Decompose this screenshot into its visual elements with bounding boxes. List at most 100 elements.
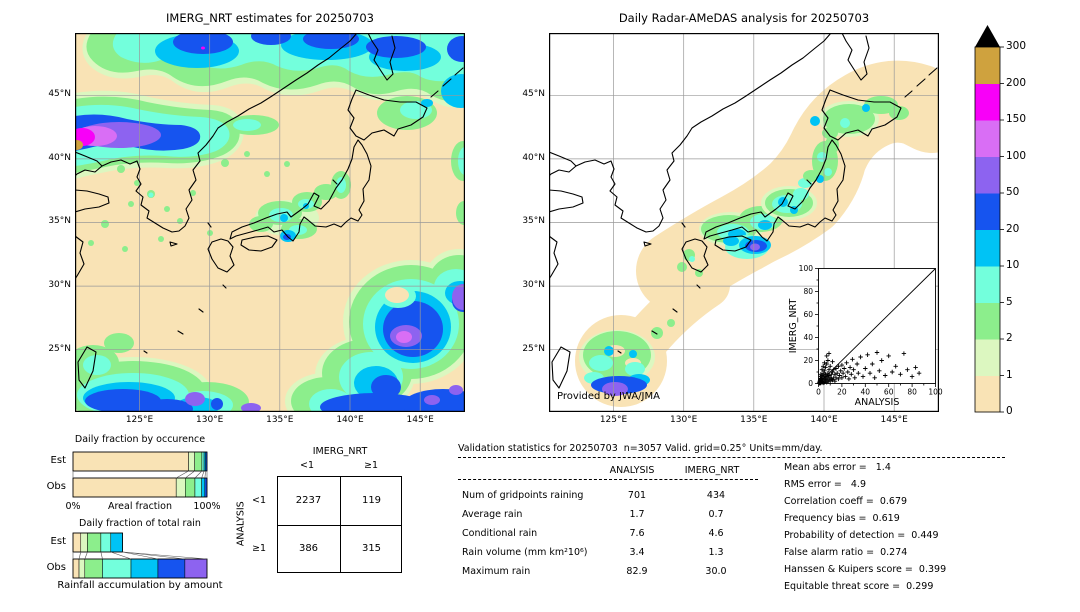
left-map-lat-tick: 25°N <box>48 344 71 354</box>
right-map-lon-tick: 135°E <box>740 415 768 425</box>
occurrence-axis-100: 100% <box>193 501 221 512</box>
left-map-lon-tick: 145°E <box>406 415 434 425</box>
inset-y-tick: 60 <box>803 310 813 319</box>
right-map-lon-tick: 140°E <box>810 415 838 425</box>
colorbar-tick-label: 50 <box>1006 186 1020 198</box>
right-map-lon-tick: 145°E <box>880 415 908 425</box>
colorbar-tick-label: 200 <box>1006 76 1027 89</box>
validation-row-analysis: 1.7 <box>629 509 645 520</box>
contingency-row-label-ge1: ≥1 <box>251 543 266 554</box>
right-map-lat-tick: 40°N <box>522 153 545 163</box>
validation-row-label: Average rain <box>462 509 523 520</box>
left-map-lat-tick: 35°N <box>48 216 71 226</box>
right-map-lon-tick: 125°E <box>599 415 628 425</box>
validation-row-label: Rain volume (mm km²10⁶) <box>462 547 588 558</box>
colorbar-tick-label: 20 <box>1006 222 1020 235</box>
validation-header-rule <box>458 479 758 480</box>
left-map-lon-tick: 130°E <box>196 415 224 425</box>
contingency-cell-10: 386 <box>298 543 319 554</box>
inset-xlabel: ANALYSIS <box>855 397 900 408</box>
contingency-hline <box>278 524 401 526</box>
left-map-lon-tick: 140°E <box>336 415 364 425</box>
right-map-lat-tick: 30°N <box>522 280 545 290</box>
scatter-points <box>816 350 922 386</box>
inset-x-tick: 0 <box>816 388 821 397</box>
colorbar-tick-label: 5 <box>1006 295 1013 308</box>
inset-y-tick: 80 <box>803 287 813 296</box>
score-pod: Probability of detection = 0.449 <box>784 530 939 541</box>
contingency-table <box>277 476 402 573</box>
inset-x-tick: 40 <box>861 388 871 397</box>
validation-row-analysis: 701 <box>627 490 647 501</box>
validation-row-label: Maximum rain <box>462 566 531 577</box>
colorbar <box>974 25 1004 413</box>
left-map-title: IMERG_NRT estimates for 20250703 <box>166 11 374 25</box>
inset-ylabel: IMERG_NRT <box>788 299 799 354</box>
right-map-lon-tick: 130°E <box>670 415 698 425</box>
totalrain-chart-title: Daily fraction of total rain <box>79 518 201 529</box>
inset-y-tick: 100 <box>799 264 814 273</box>
contingency-cell-11: 315 <box>361 543 382 554</box>
occurrence-bars <box>72 451 208 498</box>
inset-y-tick: 40 <box>803 333 813 342</box>
contingency-cell-00: 2237 <box>295 495 322 506</box>
colorbar-tick-label: 100 <box>1006 149 1027 162</box>
score-far: False alarm ratio = 0.274 <box>784 547 908 558</box>
left-map-lon-tick: 125°E <box>125 415 154 425</box>
validation-row-imerg: 1.3 <box>708 547 724 558</box>
inset-y-tick: 0 <box>808 379 813 388</box>
validation-row-analysis: 7.6 <box>629 528 645 539</box>
left-map-lat-tick: 45°N <box>48 89 71 99</box>
score-correlation: Correlation coeff = 0.679 <box>784 496 908 507</box>
score-frequency-bias: Frequency bias = 0.619 <box>784 513 900 524</box>
validation-row-imerg: 434 <box>706 490 726 501</box>
colorbar-tick-label: 300 <box>1006 40 1027 52</box>
right-map-title: Daily Radar-AMeDAS analysis for 20250703 <box>618 11 870 25</box>
map-border <box>75 33 465 412</box>
imerg-precip-field <box>75 33 465 412</box>
validation-row-imerg: 4.6 <box>708 528 724 539</box>
validation-row-analysis: 3.4 <box>629 547 645 558</box>
contingency-col-label-ge1: ≥1 <box>363 460 378 471</box>
validation-row-label: Conditional rain <box>462 528 538 539</box>
left-map-lon-tick: 135°E <box>266 415 294 425</box>
inset-scatter-plot: 00 20 20 40 40 60 60 80 80 100 100 ANALYSIS IMERG_NR… <box>788 264 943 408</box>
validation-row-imerg: 0.7 <box>708 509 724 520</box>
colorbar-tick-label: 1 <box>1006 368 1013 381</box>
map-border <box>549 33 939 412</box>
colorbar-over-arrow <box>975 25 1000 47</box>
occurrence-axis-0: 0% <box>65 501 81 512</box>
colorbar-tick-label: 10 <box>1006 259 1020 271</box>
validation-col-analysis: ANALYSIS <box>609 465 655 476</box>
inset-y-tick: 20 <box>803 356 813 365</box>
occurrence-est-label: Est <box>50 455 66 466</box>
radar-precip-field <box>579 96 909 396</box>
totalrain-obs-label: Obs <box>46 562 66 573</box>
validation-row-analysis: 82.9 <box>626 566 648 577</box>
contingency-col-title: IMERG_NRT <box>312 446 368 457</box>
inset-x-tick: 80 <box>907 388 917 397</box>
inset-x-tick: 60 <box>884 388 894 397</box>
contingency-row-label-lt1: <1 <box>251 495 266 506</box>
occurrence-chart-title: Daily fraction by occurence <box>74 434 206 445</box>
occurrence-obs-label: Obs <box>46 481 66 492</box>
validation-row-label: Num of gridpoints raining <box>462 490 584 501</box>
validation-row-imerg: 30.0 <box>705 566 727 577</box>
validation-col-imerg: IMERG_NRT <box>684 465 740 476</box>
score-hk: Hanssen & Kuipers score = 0.399 <box>784 564 947 575</box>
left-map-lat-tick: 40°N <box>48 153 71 163</box>
right-map-lat-tick: 45°N <box>522 89 545 99</box>
totalrain-bars <box>72 532 208 579</box>
inset-x-tick: 20 <box>837 388 847 397</box>
imerg-map <box>75 33 465 412</box>
totalrain-est-label: Est <box>50 536 66 547</box>
score-ets: Equitable threat score = 0.299 <box>784 581 934 592</box>
contingency-cell-01: 119 <box>361 495 382 506</box>
contingency-row-title: ANALYSIS <box>235 501 247 547</box>
occurrence-axis-label: Areal fraction <box>107 501 172 512</box>
colorbar-tick-label: 0 <box>1006 405 1013 417</box>
colorbar-tick-label: 150 <box>1006 113 1027 125</box>
validation-title: Validation statistics for 20250703 n=305… <box>458 443 823 454</box>
totalrain-caption: Rainfall accumulation by amount <box>57 580 223 591</box>
